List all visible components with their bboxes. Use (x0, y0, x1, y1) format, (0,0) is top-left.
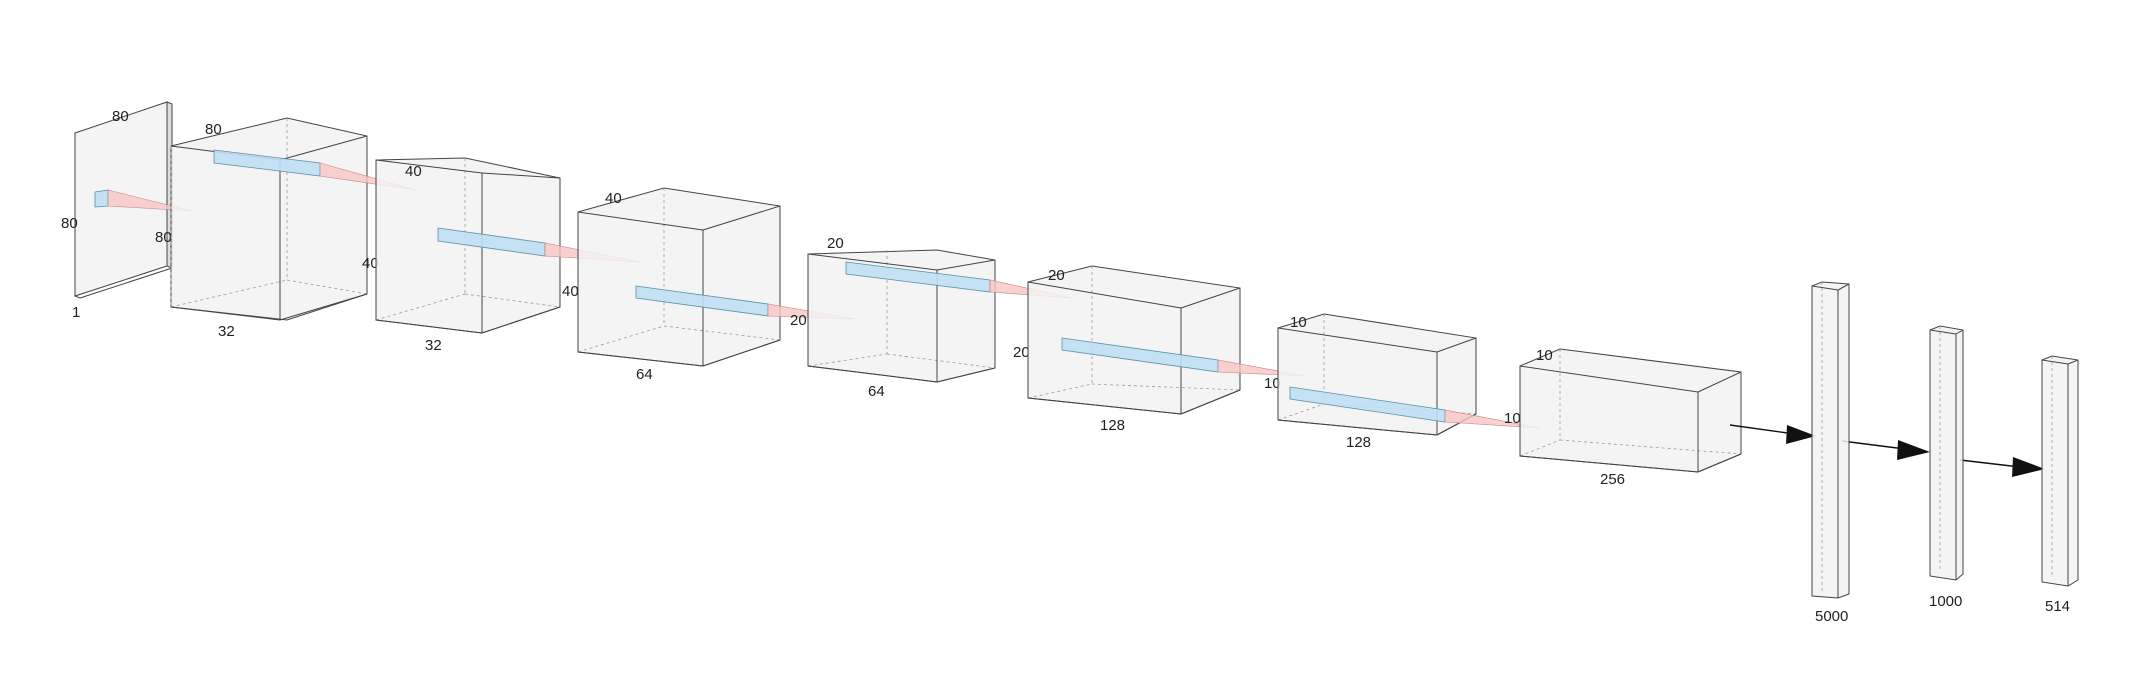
conv-volume-7: 10 256 (1519, 347, 1742, 488)
conv5-top-label: 20 (1048, 267, 1065, 284)
conv3-top-label: 40 (605, 190, 622, 207)
input-side-label: 80 (155, 229, 172, 246)
conv1-top-label: 80 (205, 121, 222, 138)
conv7-channels-label: 256 (1600, 471, 1625, 488)
conv5-channels-label: 128 (1100, 417, 1125, 434)
conv6-side-label: 10 (1504, 410, 1521, 427)
conv-volume-1: 80 40 32 (170, 117, 417, 340)
conv4-side-label: 20 (1013, 344, 1030, 361)
dense-layer-3: 514 (2041, 355, 2079, 615)
conv7-top-label: 10 (1536, 347, 1553, 364)
input-top-label: 80 (112, 108, 129, 125)
conv2-side-label: 40 (562, 283, 579, 300)
conv6-cone (1444, 409, 1541, 429)
input-channels-label: 1 (72, 304, 80, 321)
dense-layer-2: 1000 (1929, 325, 1964, 610)
conv1-channels-label: 32 (218, 323, 235, 340)
conv2-channels-label: 32 (425, 337, 442, 354)
conv-volume-4: 20 20 64 (807, 235, 1073, 400)
input-kernel (94, 189, 109, 208)
conv5-side-label: 10 (1264, 375, 1281, 392)
dense-layer-1: 5000 (1811, 281, 1850, 625)
conv4-top-label: 20 (827, 235, 844, 252)
arrow-dense1-to-dense2 (1841, 440, 1930, 460)
dense2-units-label: 1000 (1929, 593, 1962, 610)
conv-volume-5: 20 10 128 (1027, 265, 1307, 434)
conv-volume-2: 40 40 32 (375, 157, 641, 354)
conv2-top-label: 40 (405, 163, 422, 180)
conv4-channels-label: 64 (868, 383, 885, 400)
conv3-side-label: 20 (790, 312, 807, 329)
conv6-channels-label: 128 (1346, 434, 1371, 451)
dense3-units-label: 514 (2045, 598, 2070, 615)
dense1-units-label: 5000 (1815, 608, 1848, 625)
input-left-label: 80 (61, 215, 78, 232)
arrow-dense2-to-dense3 (1959, 457, 2045, 477)
conv3-channels-label: 64 (636, 366, 653, 383)
conv6-top-label: 10 (1290, 314, 1307, 331)
conv-volume-6: 10 10 128 (1277, 313, 1541, 451)
conv1-side-label: 40 (362, 255, 379, 272)
arrow-conv-to-dense1 (1729, 424, 1816, 444)
